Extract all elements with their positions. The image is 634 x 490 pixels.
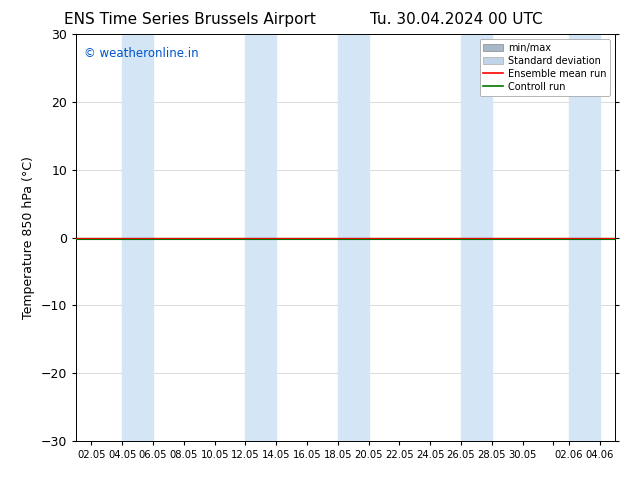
Legend: min/max, Standard deviation, Ensemble mean run, Controll run: min/max, Standard deviation, Ensemble me… — [479, 39, 610, 96]
Bar — [569, 34, 600, 441]
Text: ENS Time Series Brussels Airport: ENS Time Series Brussels Airport — [64, 12, 316, 27]
Bar — [122, 34, 153, 441]
Bar — [245, 34, 276, 441]
Y-axis label: Temperature 850 hPa (°C): Temperature 850 hPa (°C) — [22, 156, 35, 319]
Text: © weatheronline.in: © weatheronline.in — [84, 47, 199, 59]
Bar — [338, 34, 368, 441]
Bar — [461, 34, 492, 441]
Text: Tu. 30.04.2024 00 UTC: Tu. 30.04.2024 00 UTC — [370, 12, 543, 27]
